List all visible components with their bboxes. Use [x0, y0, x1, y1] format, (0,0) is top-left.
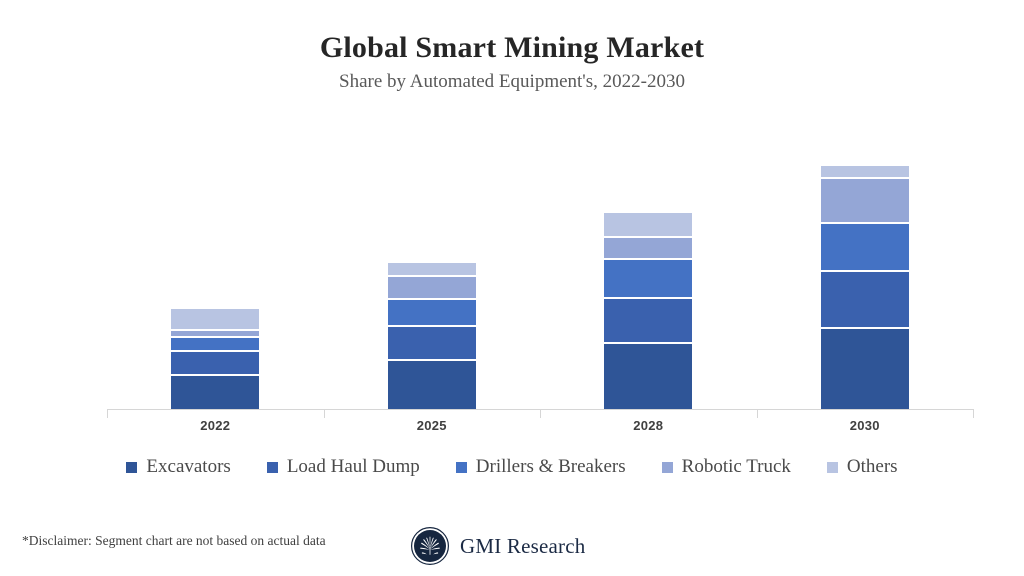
title-block: Global Smart Mining Market Share by Auto… — [0, 30, 1024, 96]
legend-item[interactable]: Load Haul Dump — [266, 456, 420, 478]
stacked-bar[interactable] — [171, 309, 260, 410]
legend-swatch-icon — [661, 461, 673, 473]
x-axis-tick — [323, 409, 325, 418]
x-axis-tick — [973, 409, 974, 418]
chart-legend: Excavators Load Haul Dump Drillers & Break… — [0, 456, 1024, 478]
legend-item[interactable]: Others — [826, 456, 898, 478]
gmi-palm-logo-icon — [410, 526, 450, 566]
bar-segment[interactable] — [171, 338, 260, 352]
bar-segment[interactable] — [171, 352, 260, 376]
stacked-bar[interactable] — [820, 166, 909, 410]
bar-segment[interactable] — [604, 344, 693, 410]
bar-segment[interactable] — [604, 299, 693, 344]
legend-swatch-icon — [455, 461, 467, 473]
legend-item[interactable]: Drillers & Breakers — [455, 456, 626, 478]
bar-segment[interactable] — [387, 300, 476, 327]
brand-block: GMI Research — [410, 526, 585, 566]
bar-segment[interactable] — [820, 272, 909, 329]
bar-segment[interactable] — [387, 361, 476, 410]
bar-segment[interactable] — [604, 260, 693, 299]
x-axis-tick — [107, 409, 108, 418]
legend-label: Drillers & Breakers — [475, 456, 626, 477]
x-axis-label: 2025 — [416, 418, 447, 433]
legend-label: Robotic Truck — [681, 456, 791, 477]
bar-segment[interactable] — [820, 179, 909, 224]
legend-label: Load Haul Dump — [286, 456, 420, 477]
bar-segment[interactable] — [820, 166, 909, 179]
brand-name: GMI Research — [460, 533, 586, 558]
x-axis-tick — [540, 409, 541, 418]
footer: *Disclaimer: Segment chart are not based… — [0, 526, 1024, 568]
stacked-bar[interactable] — [387, 263, 476, 410]
stacked-bar[interactable] — [604, 213, 693, 410]
bar-segment[interactable] — [820, 329, 909, 410]
x-axis-label: 2030 — [849, 418, 880, 433]
bar-segment[interactable] — [604, 213, 693, 238]
chart-subtitle: Share by Automated Equipment's, 2022-203… — [339, 71, 685, 92]
bar-segment[interactable] — [387, 327, 476, 361]
bar-segment[interactable] — [604, 238, 693, 260]
x-axis-label: 2022 — [200, 418, 231, 433]
bar-segment[interactable] — [171, 376, 260, 410]
plot-area — [107, 140, 973, 410]
legend-item[interactable]: Robotic Truck — [661, 456, 791, 478]
disclaimer-text: *Disclaimer: Segment chart are not based… — [22, 533, 326, 548]
legend-label: Others — [846, 456, 898, 477]
bar-segment[interactable] — [387, 277, 476, 300]
bar-segment[interactable] — [171, 309, 260, 331]
legend-label: Excavators — [146, 456, 231, 477]
legend-swatch-icon — [826, 461, 838, 473]
bar-segment[interactable] — [387, 263, 476, 277]
legend-item[interactable]: Excavators — [126, 456, 231, 478]
page-title: Global Smart Mining Market — [319, 31, 705, 64]
bar-segment[interactable] — [820, 224, 909, 272]
bar-segment[interactable] — [171, 331, 260, 338]
x-axis-tick — [756, 409, 758, 418]
legend-swatch-icon — [126, 461, 138, 473]
legend-swatch-icon — [266, 461, 278, 473]
x-axis-label: 2028 — [633, 418, 664, 433]
